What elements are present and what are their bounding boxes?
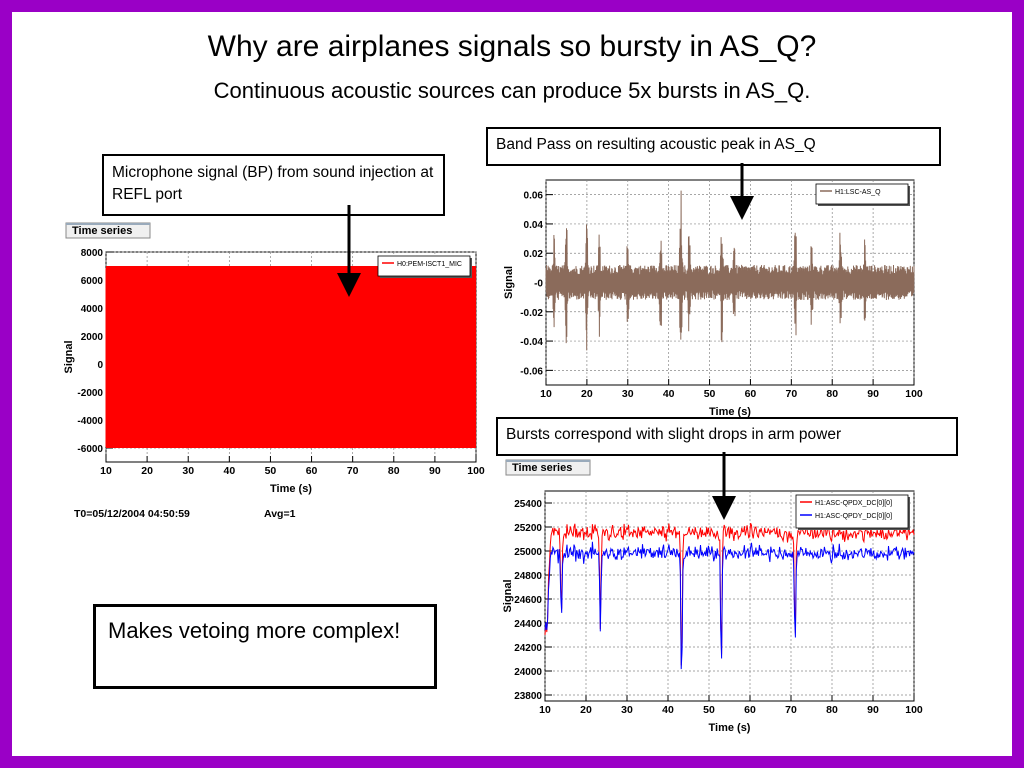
y-tick-label: 25200 <box>514 523 542 534</box>
x-tick-label: 20 <box>581 388 593 400</box>
x-tick-label: 80 <box>388 465 400 477</box>
legend-entry: H1:LSC-AS_Q <box>835 189 881 196</box>
y-tick-label: -0 <box>534 279 543 290</box>
legend-entry: H1:ASC-QPDX_DC[0][0] <box>815 500 892 507</box>
series-line <box>545 190 915 351</box>
x-tick-label: 90 <box>429 465 441 477</box>
y-tick-label: -6000 <box>77 444 103 455</box>
x-tick-label: 90 <box>867 704 879 716</box>
x-tick-label: 10 <box>539 704 551 716</box>
bursts-callout: Bursts correspond with slight drops in a… <box>496 417 958 456</box>
y-tick-label: -0.04 <box>520 337 543 348</box>
legend-entry: H0:PEM-ISCT1_MIC <box>397 261 462 268</box>
y-tick-label: 25400 <box>514 499 542 510</box>
x-tick-label: 50 <box>703 704 715 716</box>
y-tick-label: 0.06 <box>524 191 544 202</box>
asq-time-series-chart: 10 20 30 40 50 60 70 80 90 100 -0.06 -0.04 -0.02 -0 0.… <box>503 179 923 418</box>
x-tick-label: 60 <box>745 388 757 400</box>
y-axis-label: Signal <box>502 579 514 612</box>
veto-callout: Makes vetoing more complex! <box>93 604 437 689</box>
x-tick-label: 50 <box>704 388 716 400</box>
y-tick-label: 24200 <box>514 643 542 654</box>
x-tick-label: 60 <box>744 704 756 716</box>
x-tick-label: 30 <box>621 704 633 716</box>
x-tick-label: 30 <box>182 465 194 477</box>
x-tick-label: 40 <box>663 388 675 400</box>
y-tick-label: -2000 <box>77 388 103 399</box>
y-tick-label: 2000 <box>81 332 104 343</box>
x-tick-label: 50 <box>265 465 277 477</box>
y-tick-label: 25000 <box>514 547 542 558</box>
tab-label: Time series <box>72 225 132 237</box>
y-tick-label: 0.02 <box>524 249 544 260</box>
x-tick-label: 70 <box>785 388 797 400</box>
legend <box>377 255 471 277</box>
series-line <box>544 522 915 666</box>
slide-subtitle: Continuous acoustic sources can produce … <box>213 78 811 103</box>
y-axis-label: Signal <box>63 340 75 373</box>
x-tick-label: 60 <box>306 465 318 477</box>
x-tick-label: 100 <box>467 465 485 477</box>
x-tick-label: 40 <box>223 465 235 477</box>
qpd-time-series-chart: Time series 10 20 30 40 50 60 70 80 90 100 23800 240… <box>502 459 923 734</box>
mic-time-series-chart: Time series 10 20 30 40 50 60 70 80 90 100 -6000 -40… <box>63 222 485 495</box>
avg-label: Avg=1 <box>264 508 296 520</box>
y-tick-label: 24600 <box>514 595 542 606</box>
legend-entry: H1:ASC-QPDY_DC[0][0] <box>815 513 892 520</box>
y-tick-label: 6000 <box>81 276 104 287</box>
x-tick-label: 90 <box>867 388 879 400</box>
y-tick-label: 24000 <box>514 667 542 678</box>
x-tick-label: 100 <box>905 704 923 716</box>
x-tick-label: 20 <box>141 465 153 477</box>
x-axis-label: Time (s) <box>709 722 751 734</box>
t0-label: T0=05/12/2004 04:50:59 <box>74 508 190 520</box>
y-tick-label: 4000 <box>81 304 104 315</box>
x-axis-label: Time (s) <box>709 406 751 418</box>
x-tick-label: 70 <box>347 465 359 477</box>
y-tick-label: 24800 <box>514 571 542 582</box>
y-tick-label: -0.02 <box>520 308 543 319</box>
y-tick-label: 0 <box>97 360 103 371</box>
mic-callout: Microphone signal (BP) from sound inject… <box>102 154 445 216</box>
x-tick-label: 100 <box>905 388 923 400</box>
x-tick-label: 70 <box>785 704 797 716</box>
x-tick-label: 80 <box>826 704 838 716</box>
y-tick-label: 8000 <box>81 248 104 259</box>
x-tick-label: 10 <box>540 388 552 400</box>
x-axis-label: Time (s) <box>270 483 312 495</box>
series-line <box>544 541 915 670</box>
x-tick-label: 30 <box>622 388 634 400</box>
x-tick-label: 20 <box>580 704 592 716</box>
x-tick-label: 40 <box>662 704 674 716</box>
bandpass-callout: Band Pass on resulting acoustic peak in … <box>486 127 941 166</box>
legend <box>795 494 909 529</box>
legend <box>815 183 909 205</box>
slide-title: Why are airplanes signals so bursty in A… <box>207 30 817 63</box>
x-tick-label: 80 <box>826 388 838 400</box>
x-tick-label: 10 <box>100 465 112 477</box>
series-line <box>105 266 477 448</box>
y-tick-label: -4000 <box>77 416 103 427</box>
y-tick-label: 24400 <box>514 619 542 630</box>
tab-label: Time series <box>512 462 572 474</box>
y-axis-label: Signal <box>503 266 515 299</box>
y-tick-label: -0.06 <box>520 366 543 377</box>
y-tick-label: 0.04 <box>524 220 544 231</box>
y-tick-label: 23800 <box>514 691 542 702</box>
